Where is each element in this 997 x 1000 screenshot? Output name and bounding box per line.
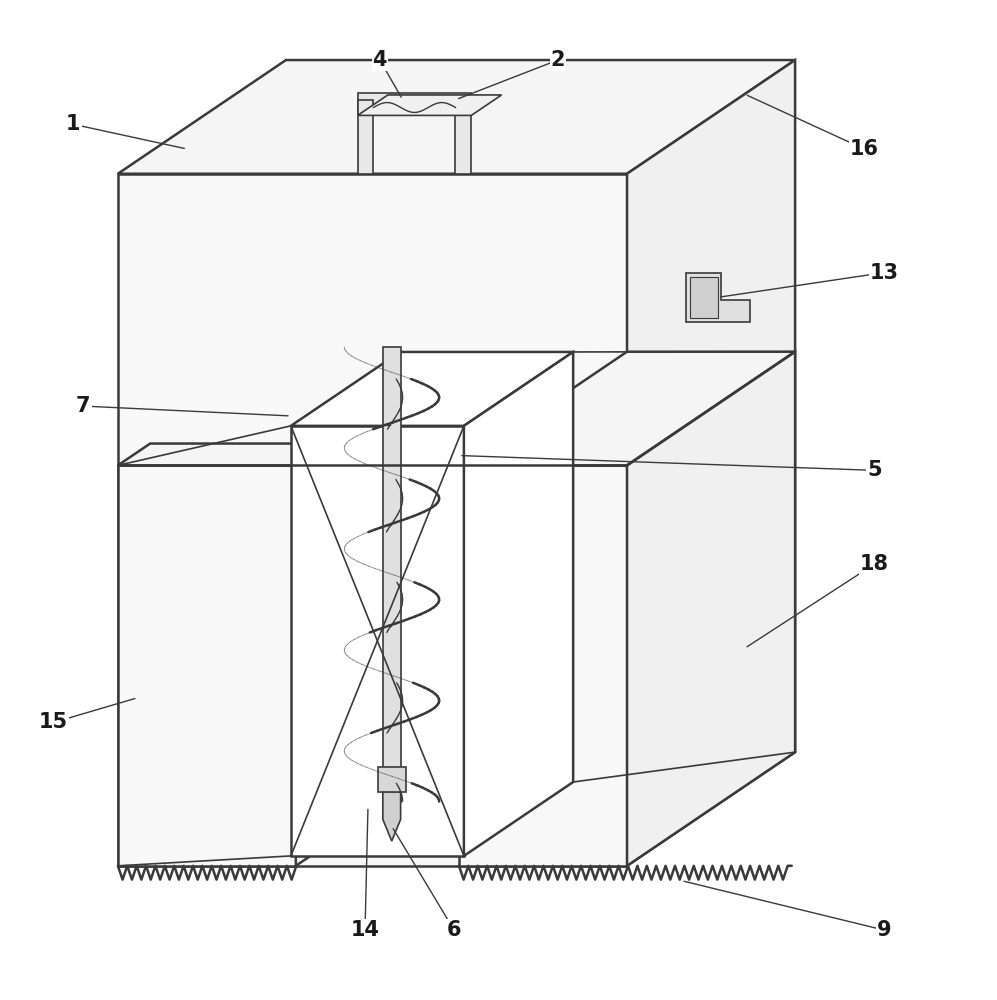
Text: 1: 1 bbox=[66, 114, 81, 134]
Bar bbox=[118, 465, 296, 866]
Polygon shape bbox=[378, 767, 406, 792]
Text: 13: 13 bbox=[869, 263, 898, 283]
Polygon shape bbox=[464, 352, 573, 856]
Text: 15: 15 bbox=[39, 712, 68, 732]
Polygon shape bbox=[118, 60, 795, 174]
Polygon shape bbox=[383, 792, 401, 841]
Polygon shape bbox=[118, 444, 328, 465]
Polygon shape bbox=[627, 352, 795, 866]
Text: 9: 9 bbox=[876, 920, 891, 940]
Polygon shape bbox=[459, 352, 795, 465]
Text: 16: 16 bbox=[849, 139, 878, 159]
Polygon shape bbox=[686, 273, 750, 322]
Bar bbox=[690, 277, 718, 318]
Polygon shape bbox=[296, 444, 328, 866]
Bar bbox=[291, 426, 464, 856]
Bar bbox=[118, 174, 627, 866]
Text: 4: 4 bbox=[373, 50, 387, 70]
Text: 5: 5 bbox=[866, 460, 881, 480]
Polygon shape bbox=[627, 60, 795, 866]
Bar bbox=[358, 93, 472, 115]
Text: 18: 18 bbox=[859, 554, 888, 574]
Polygon shape bbox=[291, 352, 573, 426]
Text: 14: 14 bbox=[351, 920, 380, 940]
Bar bbox=[358, 100, 374, 174]
Text: 2: 2 bbox=[550, 50, 565, 70]
Bar bbox=[456, 100, 472, 174]
Text: 6: 6 bbox=[447, 920, 462, 940]
Polygon shape bbox=[358, 95, 501, 115]
Text: 7: 7 bbox=[76, 396, 91, 416]
Bar bbox=[383, 347, 401, 802]
Bar bbox=[459, 465, 627, 866]
